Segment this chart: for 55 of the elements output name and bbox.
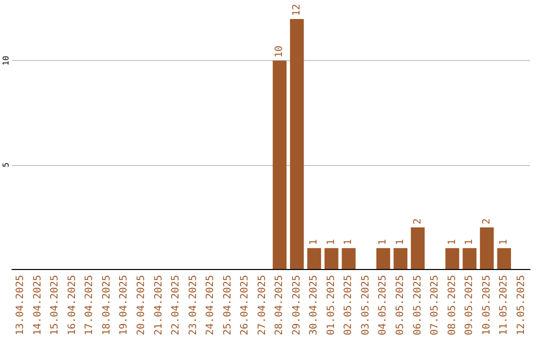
bar <box>376 248 390 269</box>
data-label: 12 <box>291 4 302 16</box>
data-label: 1 <box>498 239 510 246</box>
x-tick-label: 28.04.2025 <box>274 275 286 336</box>
x-tick-label: 02.05.2025 <box>343 275 354 336</box>
x-tick-label: 13.04.2025 <box>15 275 26 336</box>
bar <box>324 248 338 269</box>
x-tick-label: 07.05.2025 <box>430 275 441 336</box>
y-tick-label: 5 <box>2 162 10 168</box>
x-tick-label: 29.04.2025 <box>291 275 302 336</box>
x-tick-label: 19.04.2025 <box>118 275 130 336</box>
x-tick-label: 23.04.2025 <box>188 275 199 336</box>
bar <box>410 227 425 269</box>
x-tick-label: 16.04.2025 <box>66 275 78 336</box>
data-label: 1 <box>308 239 320 246</box>
bar <box>342 248 356 269</box>
x-tick-label: 17.04.2025 <box>84 275 96 336</box>
x-tick-label: 10.05.2025 <box>481 275 492 336</box>
bar <box>394 248 408 269</box>
x-tick-label: 05.05.2025 <box>395 275 406 336</box>
x-tick-label: 21.04.2025 <box>153 275 164 336</box>
data-label: 1 <box>326 239 337 246</box>
bar <box>272 60 287 269</box>
x-tick-label: 12.05.2025 <box>516 275 527 336</box>
x-tick-label: 04.05.2025 <box>378 275 389 336</box>
x-tick-label: 03.05.2025 <box>360 275 372 336</box>
x-tick-label: 18.04.2025 <box>101 275 112 336</box>
x-tick-label: 15.04.2025 <box>50 275 61 336</box>
x-tick-label: 06.05.2025 <box>412 275 424 336</box>
data-label: 1 <box>446 239 458 246</box>
x-tick-label: 26.04.2025 <box>240 275 251 336</box>
x-tick-label: 01.05.2025 <box>326 275 337 336</box>
x-tick-label: 25.04.2025 <box>222 275 234 336</box>
data-label: 1 <box>395 239 406 246</box>
x-tick-label: 20.04.2025 <box>136 275 147 336</box>
x-tick-label: 27.04.2025 <box>256 275 268 336</box>
bar <box>497 248 512 269</box>
data-label: 2 <box>412 218 424 224</box>
bar <box>445 248 460 269</box>
x-tick-label: 22.04.2025 <box>170 275 182 336</box>
data-label: 10 <box>274 46 286 58</box>
bar <box>462 248 476 269</box>
x-tick-label: 09.05.2025 <box>464 275 476 336</box>
x-tick-label: 24.04.2025 <box>205 275 216 336</box>
bar <box>480 227 494 269</box>
x-tick-label: 08.05.2025 <box>446 275 458 336</box>
bar <box>307 248 322 269</box>
data-label: 1 <box>343 239 354 246</box>
x-tick-label: 14.04.2025 <box>32 275 44 336</box>
data-label: 1 <box>464 239 476 246</box>
data-label: 2 <box>481 218 492 224</box>
data-label: 1 <box>378 239 389 246</box>
x-tick-label: 30.04.2025 <box>308 275 320 336</box>
x-tick-label: 11.05.2025 <box>498 275 510 336</box>
bar <box>290 19 304 269</box>
